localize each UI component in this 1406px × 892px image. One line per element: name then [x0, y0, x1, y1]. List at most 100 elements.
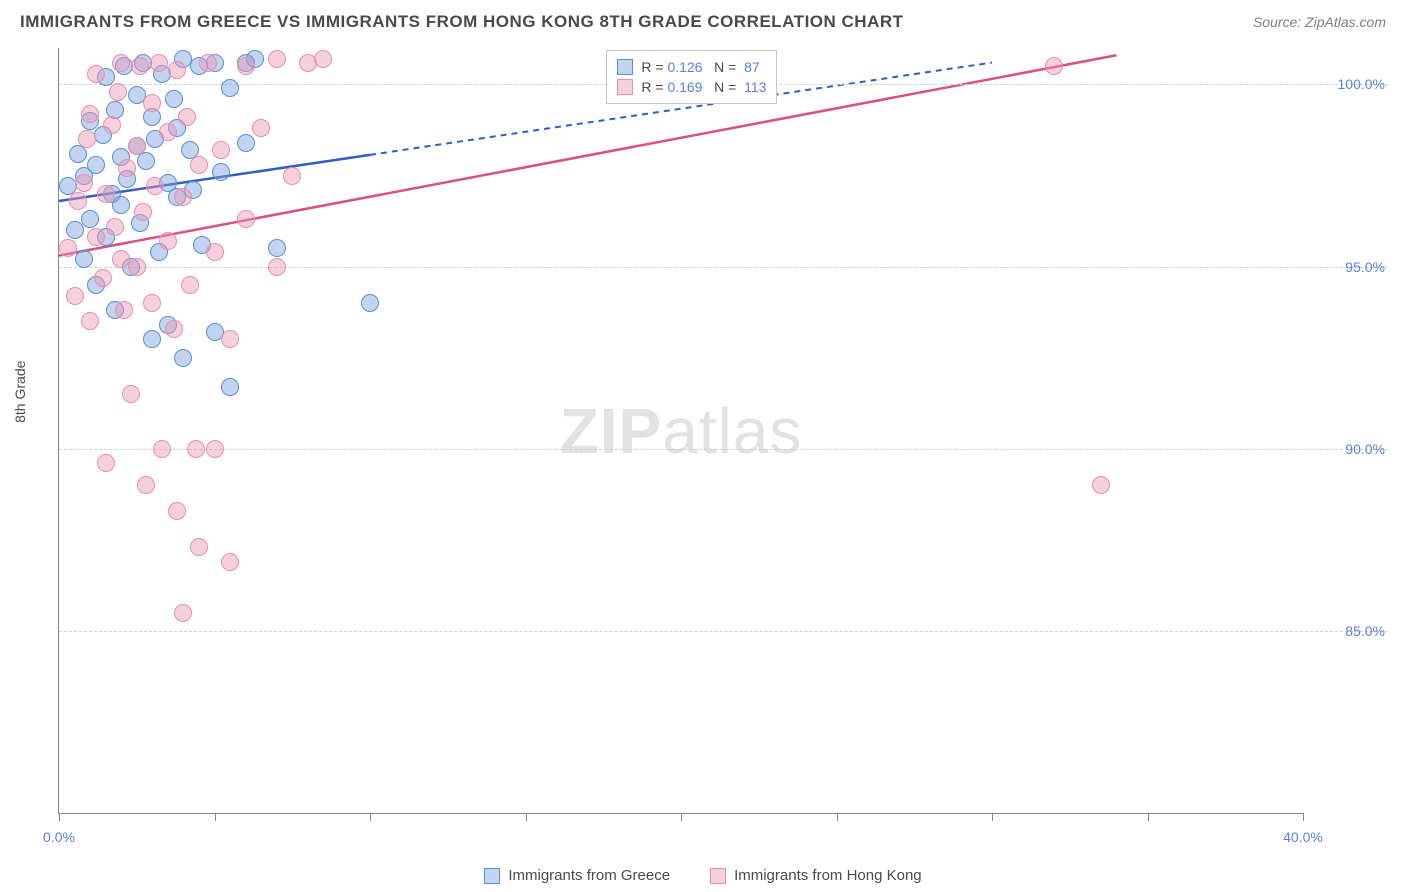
source-label: Source: ZipAtlas.com: [1253, 14, 1386, 30]
data-point-greece: [212, 163, 230, 181]
data-point-hongkong: [237, 57, 255, 75]
data-point-hongkong: [174, 188, 192, 206]
swatch-icon: [617, 79, 633, 95]
data-point-hongkong: [122, 385, 140, 403]
swatch-icon: [617, 59, 633, 75]
data-point-hongkong: [109, 83, 127, 101]
data-point-hongkong: [1045, 57, 1063, 75]
xtick: [526, 813, 527, 821]
data-point-greece: [75, 250, 93, 268]
data-point-hongkong: [150, 54, 168, 72]
xtick: [59, 813, 60, 821]
data-point-hongkong: [199, 54, 217, 72]
data-point-hongkong: [178, 108, 196, 126]
xtick: [837, 813, 838, 821]
data-point-hongkong: [66, 287, 84, 305]
data-point-hongkong: [206, 440, 224, 458]
data-point-hongkong: [128, 258, 146, 276]
xtick-label: 0.0%: [43, 829, 75, 845]
chart-area: 8th Grade ZIPatlas 85.0%90.0%95.0%100.0%…: [48, 48, 1388, 844]
xtick: [1303, 813, 1304, 821]
plot-region: ZIPatlas 85.0%90.0%95.0%100.0%0.0%40.0%R…: [58, 48, 1303, 814]
data-point-greece: [237, 134, 255, 152]
ytick-label: 95.0%: [1315, 259, 1385, 275]
data-point-hongkong: [69, 192, 87, 210]
data-point-greece: [165, 90, 183, 108]
data-point-hongkong: [283, 167, 301, 185]
xtick: [992, 813, 993, 821]
data-point-hongkong: [128, 137, 146, 155]
data-point-greece: [143, 330, 161, 348]
data-point-hongkong: [212, 141, 230, 159]
data-point-hongkong: [118, 159, 136, 177]
data-point-hongkong: [87, 65, 105, 83]
data-point-hongkong: [146, 177, 164, 195]
ytick-label: 100.0%: [1315, 76, 1385, 92]
gridline: [59, 631, 1388, 632]
data-point-hongkong: [165, 320, 183, 338]
data-point-greece: [221, 79, 239, 97]
gridline: [59, 267, 1388, 268]
xtick: [681, 813, 682, 821]
data-point-hongkong: [206, 243, 224, 261]
data-point-hongkong: [143, 294, 161, 312]
gridline: [59, 449, 1388, 450]
xtick: [215, 813, 216, 821]
swatch-greece: [484, 868, 500, 884]
ytick-label: 85.0%: [1315, 623, 1385, 639]
data-point-greece: [81, 210, 99, 228]
data-point-hongkong: [143, 94, 161, 112]
data-point-hongkong: [112, 54, 130, 72]
data-point-hongkong: [187, 440, 205, 458]
xtick: [1148, 813, 1149, 821]
data-point-hongkong: [252, 119, 270, 137]
data-point-hongkong: [87, 228, 105, 246]
data-point-greece: [87, 156, 105, 174]
data-point-hongkong: [75, 174, 93, 192]
data-point-greece: [174, 349, 192, 367]
data-point-hongkong: [268, 258, 286, 276]
data-point-hongkong: [174, 604, 192, 622]
corr-values: R = 0.126 N = 87: [641, 59, 759, 75]
swatch-hongkong: [710, 868, 726, 884]
data-point-hongkong: [94, 269, 112, 287]
data-point-hongkong: [134, 203, 152, 221]
chart-title: IMMIGRANTS FROM GREECE VS IMMIGRANTS FRO…: [20, 12, 904, 32]
xtick: [370, 813, 371, 821]
data-point-hongkong: [314, 50, 332, 68]
data-point-hongkong: [97, 185, 115, 203]
data-point-hongkong: [190, 538, 208, 556]
correlation-legend: R = 0.126 N = 87 R = 0.169 N = 113: [606, 50, 777, 104]
data-point-hongkong: [131, 57, 149, 75]
data-point-hongkong: [103, 116, 121, 134]
data-point-greece: [221, 378, 239, 396]
data-point-greece: [112, 196, 130, 214]
data-point-hongkong: [181, 276, 199, 294]
legend-item-hongkong: Immigrants from Hong Kong: [710, 867, 922, 884]
data-point-hongkong: [168, 61, 186, 79]
legend-label-hongkong: Immigrants from Hong Kong: [734, 867, 922, 884]
data-point-hongkong: [159, 232, 177, 250]
data-point-hongkong: [268, 50, 286, 68]
y-axis-label: 8th Grade: [12, 361, 28, 423]
data-point-hongkong: [81, 312, 99, 330]
data-point-hongkong: [159, 123, 177, 141]
data-point-hongkong: [153, 440, 171, 458]
trend-lines: [59, 48, 1303, 813]
data-point-hongkong: [1092, 476, 1110, 494]
corr-row-hongkong: R = 0.169 N = 113: [617, 77, 766, 97]
legend-item-greece: Immigrants from Greece: [484, 867, 670, 884]
data-point-greece: [361, 294, 379, 312]
data-point-hongkong: [78, 130, 96, 148]
data-point-hongkong: [59, 239, 77, 257]
data-point-hongkong: [190, 156, 208, 174]
data-point-greece: [66, 221, 84, 239]
corr-values: R = 0.169 N = 113: [641, 79, 766, 95]
data-point-hongkong: [137, 476, 155, 494]
data-point-hongkong: [81, 105, 99, 123]
ytick-label: 90.0%: [1315, 441, 1385, 457]
data-point-hongkong: [221, 330, 239, 348]
data-point-hongkong: [106, 218, 124, 236]
data-point-hongkong: [97, 454, 115, 472]
legend-label-greece: Immigrants from Greece: [508, 867, 670, 884]
